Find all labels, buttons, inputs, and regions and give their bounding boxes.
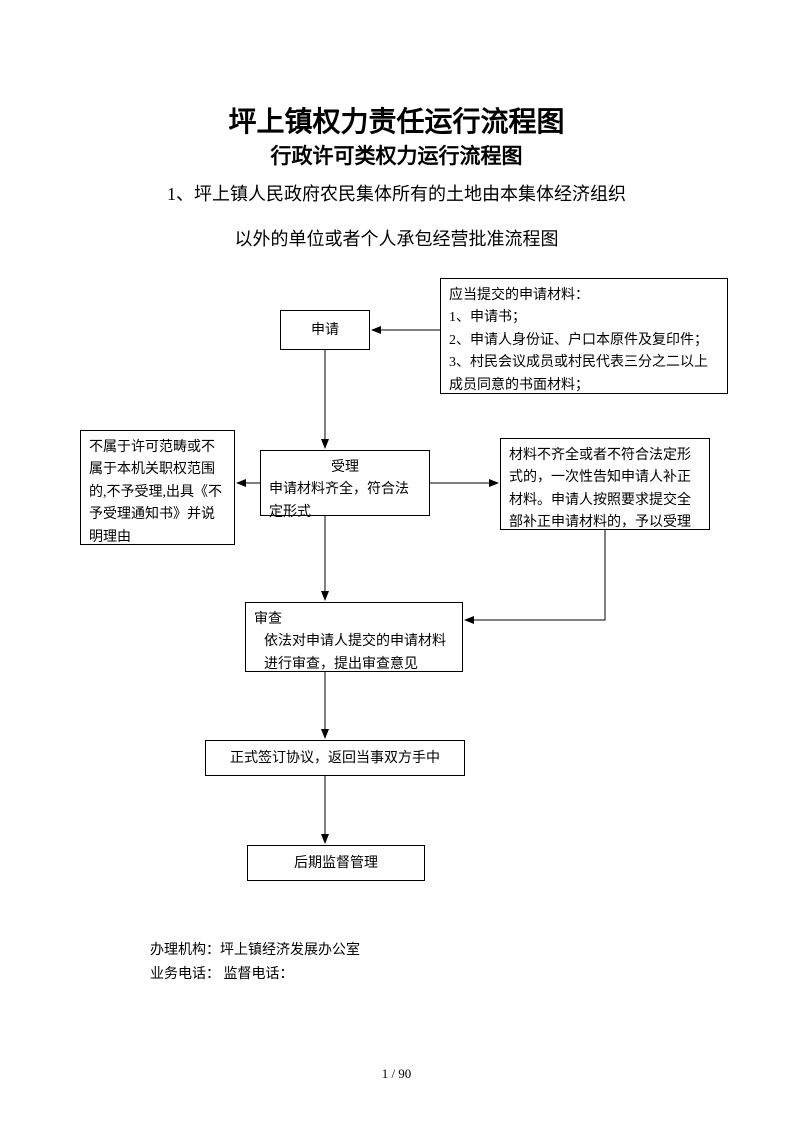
flowchart-arrows bbox=[0, 0, 793, 1122]
footer-phone: 业务电话： 监督电话： bbox=[150, 962, 294, 987]
footer-office: 办理机构：坪上镇经济发展办公室 bbox=[150, 938, 360, 963]
page-number: 1 / 90 bbox=[0, 1066, 793, 1082]
